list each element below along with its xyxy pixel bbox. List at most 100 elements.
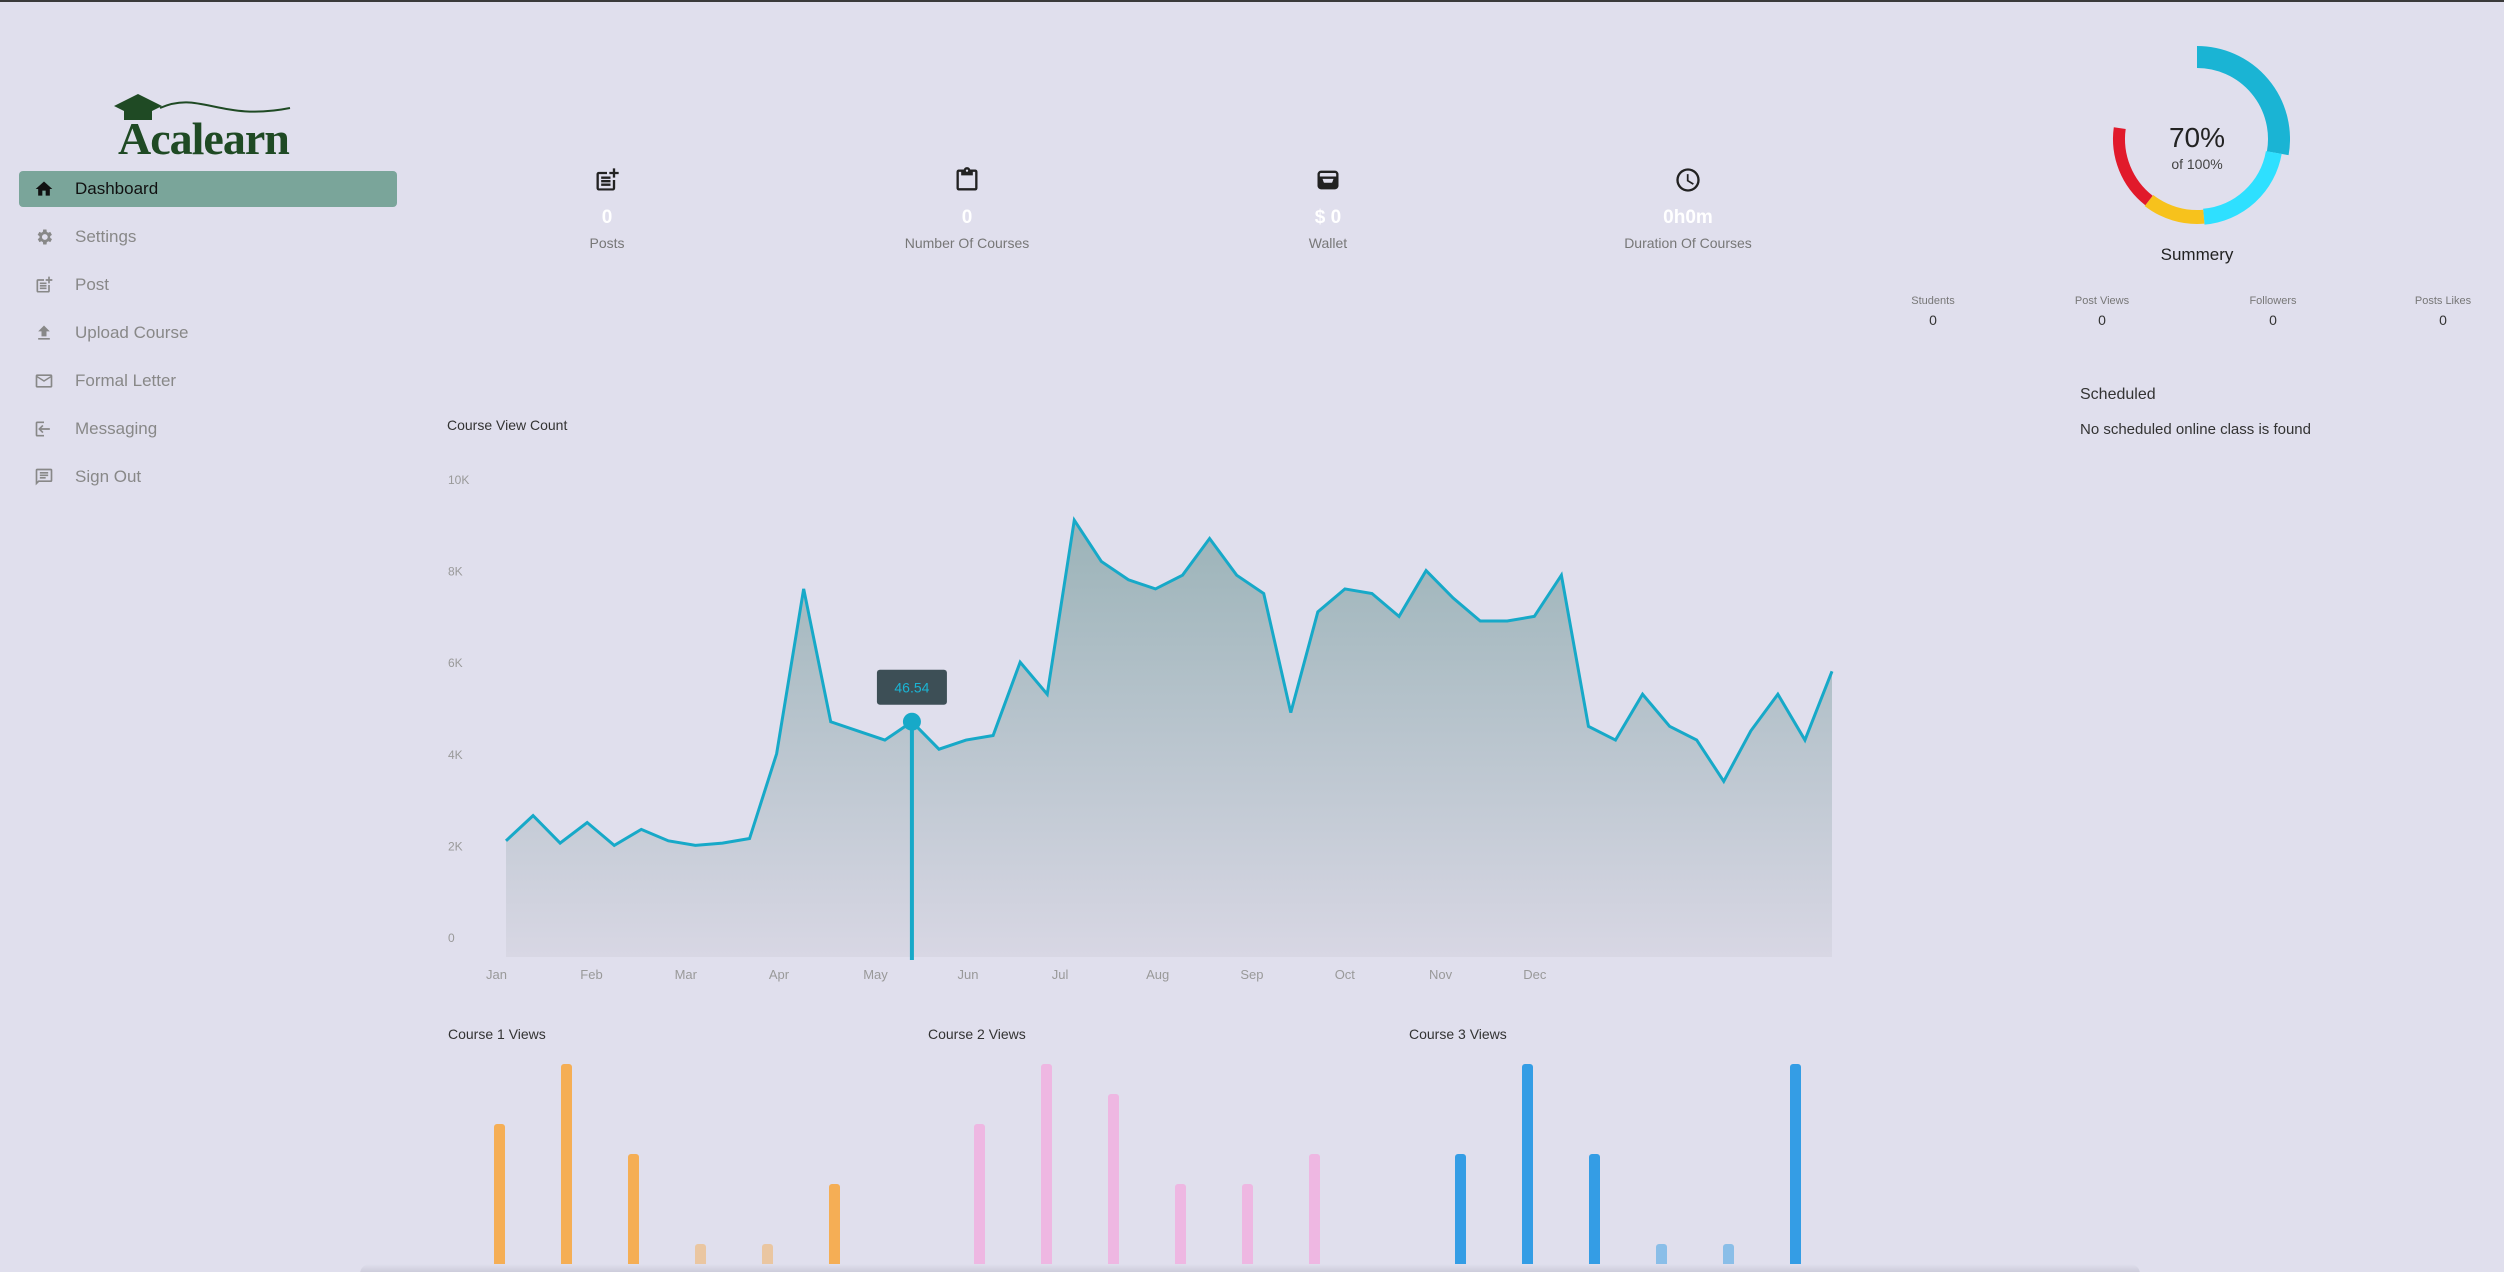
y-tick-label: 4K — [448, 748, 463, 762]
y-tick-label: 0 — [448, 931, 455, 945]
stat-label: Wallet — [1308, 235, 1348, 251]
tooltip-marker[interactable] — [902, 712, 921, 731]
chart-title: Course 2 Views — [928, 1026, 1026, 1042]
mini-stat-posts-likes: Posts Likes 0 — [2383, 295, 2503, 328]
mini-stat-post-views: Post Views 0 — [2042, 295, 2162, 328]
x-tick-label: Apr — [769, 967, 790, 982]
sidebar-item-messaging[interactable]: Messaging — [19, 411, 397, 447]
bar — [974, 1124, 985, 1272]
tooltip-label: 46.54 — [894, 680, 929, 696]
course-view-count-chart[interactable]: 0 2K 4K 6K 8K 10K Jan Feb Mar Apr May Jun Jul Aug Sep… — [440, 457, 1840, 997]
area-fill — [506, 520, 1832, 957]
sidebar-item-label: Sign Out — [75, 467, 142, 486]
stat-label: Duration Of Courses — [1624, 235, 1752, 251]
course-3-views-chart — [1455, 1064, 1801, 1272]
message-icon — [33, 466, 55, 488]
stat-value: 0 — [601, 207, 613, 228]
mini-stat-label: Posts Likes — [2414, 295, 2472, 307]
sidebar-item-settings[interactable]: Settings — [19, 219, 397, 255]
stat-value: 0h0m — [1663, 207, 1713, 228]
clipboard-icon — [857, 166, 1077, 199]
mini-stat-value: 0 — [1929, 312, 1937, 328]
x-tick-label: Mar — [675, 967, 698, 982]
bar — [1589, 1154, 1600, 1272]
brand-name: Acalearn — [118, 113, 290, 164]
donut-segment — [2202, 150, 2282, 225]
y-tick-label: 8K — [448, 565, 463, 579]
home-icon — [33, 178, 55, 200]
x-tick-label: Jun — [957, 967, 978, 982]
bar — [1309, 1154, 1320, 1272]
sidebar-item-dashboard[interactable]: Dashboard — [19, 171, 397, 207]
sidebar-item-label: Formal Letter — [75, 371, 177, 390]
chart-title: Course 3 Views — [1409, 1026, 1507, 1042]
stat-posts: 0 Posts — [497, 166, 717, 251]
page-bottom-edge — [360, 1264, 2140, 1272]
bar — [561, 1064, 572, 1272]
sidebar-item-label: Settings — [75, 227, 137, 246]
bar — [1790, 1064, 1801, 1272]
x-tick-label: Jan — [486, 967, 507, 982]
summary-title: Summery — [2160, 245, 2234, 264]
graduation-cap-icon — [114, 94, 291, 120]
gear-icon — [33, 226, 55, 248]
post-add-icon — [497, 166, 717, 199]
sidebar-item-upload-course[interactable]: Upload Course — [19, 315, 397, 351]
donut-segment — [2144, 194, 2205, 224]
stat-duration: 0h0m Duration Of Courses — [1578, 166, 1798, 251]
course-1-views-chart — [494, 1064, 840, 1272]
bar — [829, 1184, 840, 1272]
bar — [1108, 1094, 1119, 1272]
mini-stat-label: Followers — [2249, 295, 2297, 307]
sidebar-item-label: Upload Course — [75, 323, 189, 342]
scheduled-title: Scheduled — [2080, 386, 2156, 403]
tooltip-box — [876, 669, 947, 705]
mini-stat-label: Students — [1911, 295, 1955, 307]
bar — [494, 1124, 505, 1272]
bar — [1455, 1154, 1466, 1272]
logo: Acalearn — [110, 86, 310, 166]
bar — [628, 1154, 639, 1272]
bar — [1175, 1184, 1186, 1272]
mini-stat-value: 0 — [2269, 312, 2277, 328]
upload-icon — [33, 322, 55, 344]
x-tick-label: Nov — [1429, 967, 1453, 982]
stat-value: $ 0 — [1314, 207, 1342, 228]
stat-value: 0 — [961, 207, 973, 228]
sidebar-item-label: Dashboard — [75, 179, 159, 198]
series-line — [504, 516, 1834, 848]
course-2-views-chart — [974, 1064, 1320, 1272]
sidebar-item-formal-letter[interactable]: Formal Letter — [19, 363, 397, 399]
chart-title: Course View Count — [447, 417, 568, 433]
x-tick-label: Sep — [1240, 967, 1263, 982]
summary-percent: 70% — [2168, 122, 2226, 153]
sidebar: Dashboard Settings Post Upload Course Fo… — [19, 171, 397, 507]
x-tick-label: Feb — [580, 967, 602, 982]
wallet-icon — [1218, 166, 1438, 199]
x-tick-label: Aug — [1146, 967, 1169, 982]
sidebar-item-sign-out[interactable]: Sign Out — [19, 459, 397, 495]
summary-donut — [2113, 46, 2290, 225]
stat-label: Posts — [589, 235, 625, 251]
donut-segment — [2196, 46, 2290, 156]
mini-stat-value: 0 — [2098, 312, 2106, 328]
scheduled-empty-text: No scheduled online class is found — [2080, 421, 2311, 438]
post-add-icon — [33, 274, 55, 296]
bar — [1242, 1184, 1253, 1272]
logout-icon — [33, 418, 55, 440]
sidebar-item-post[interactable]: Post — [19, 267, 397, 303]
chart-title: Course 1 Views — [448, 1026, 546, 1042]
x-tick-label: Oct — [1335, 967, 1356, 982]
bar — [1041, 1064, 1052, 1272]
y-tick-label: 2K — [448, 839, 463, 853]
mini-stat-value: 0 — [2439, 312, 2447, 328]
bar — [1522, 1064, 1533, 1272]
donut-segment — [2113, 127, 2153, 206]
x-tick-label: Jul — [1052, 967, 1069, 982]
sidebar-item-label: Post — [75, 275, 110, 294]
sidebar-item-label: Messaging — [75, 419, 158, 438]
mini-stat-label: Post Views — [2074, 295, 2130, 307]
mini-stat-students: Students 0 — [1873, 295, 1993, 328]
y-tick-label: 6K — [448, 656, 463, 670]
x-tick-label: Dec — [1523, 967, 1547, 982]
